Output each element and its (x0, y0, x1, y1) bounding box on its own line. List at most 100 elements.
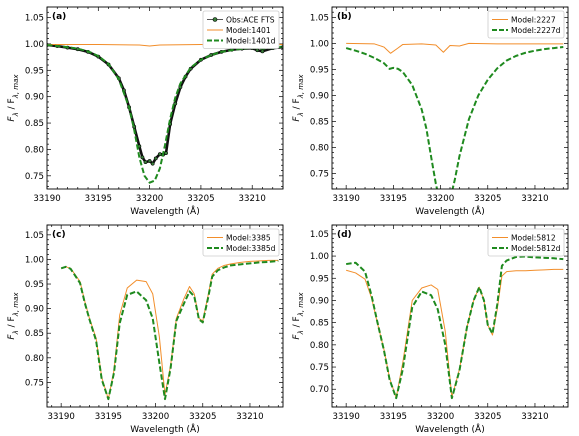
y-tick-label: 1.05 (25, 231, 44, 241)
x-tick-label: 33205 (474, 412, 501, 422)
x-tick-label: 33190 (332, 194, 359, 204)
panel-4: 33190 33195 33200 33205 33210 0.70 0.75 0.80 0.8… (292, 224, 569, 435)
legend: Model:3385 Model:3385d (202, 228, 280, 257)
x-tick-label: 33200 (142, 412, 169, 422)
x-tick-label: 33200 (427, 412, 454, 422)
x-tick-label: 33205 (474, 194, 501, 204)
x-tick-label: 33210 (236, 412, 263, 422)
legend-marker (212, 17, 218, 22)
legend-label: Obs:ACE FTS (226, 15, 275, 24)
x-tick-label: 33190 (332, 412, 359, 422)
panel-label: (a) (52, 12, 66, 22)
panel-label: (b) (337, 12, 352, 22)
x-tick-label: 33195 (380, 412, 407, 422)
x-tick-label: 33210 (521, 194, 548, 204)
y-tick-label: 0.90 (310, 296, 329, 306)
y-tick-label: 0.95 (25, 280, 44, 290)
y-tick-label: 1.05 (310, 230, 329, 240)
y-tick-label: 1.00 (25, 255, 44, 265)
y-tick-label: 0.95 (25, 66, 44, 76)
legend-box (487, 228, 565, 257)
obs-point (164, 151, 168, 156)
y-tick-label: 0.80 (25, 354, 44, 364)
y-tick-label: 1.00 (310, 252, 329, 262)
obs-point (157, 152, 162, 157)
obs-point (153, 156, 158, 161)
panel-2: 33190 33195 33200 33205 33210 0.75 0.80 0.85 0.9… (292, 6, 569, 217)
y-tick-label: 0.75 (25, 378, 44, 388)
legend: Model:2227 Model:2227d (487, 10, 565, 39)
y-axis-label: Fλ / Fλ, max (292, 292, 305, 340)
y-tick-label: 0.90 (25, 305, 44, 315)
y-tick-label: 0.70 (310, 385, 329, 395)
y-tick-label: 0.90 (310, 91, 329, 101)
plot-area (345, 42, 564, 189)
legend-label: Model:2227 (511, 15, 556, 24)
axes-frame (46, 6, 284, 190)
x-tick-label: 33195 (95, 412, 122, 422)
obs-point (260, 49, 265, 54)
y-tick-label: 0.80 (310, 341, 329, 351)
axes-frame (331, 6, 569, 190)
x-tick-label: 33190 (47, 412, 74, 422)
y-tick-label: 0.90 (25, 93, 44, 103)
panel-3: 33190 33195 33200 33205 33210 0.75 0.80 0.85 0.9… (7, 224, 284, 435)
y-tick-label: 0.75 (310, 363, 329, 373)
obs-point (147, 159, 152, 163)
series-model-2227 (346, 42, 564, 54)
axes-frame (331, 224, 569, 408)
legend-label: Model:1401 (226, 26, 271, 35)
y-tick-label: 1.05 (25, 14, 44, 24)
x-tick-label: 33210 (239, 194, 266, 204)
x-tick-label: 33210 (521, 412, 548, 422)
legend-box (202, 10, 280, 49)
y-tick-label: 0.95 (310, 65, 329, 75)
y-axis-label: Fλ / Fλ, max (7, 74, 20, 122)
y-tick-label: 0.85 (25, 329, 44, 339)
plot-area (60, 259, 279, 401)
x-axis-label: Wavelength (Å) (130, 205, 199, 217)
series-model-5812 (346, 268, 564, 399)
panel-label: (d) (337, 230, 352, 240)
y-tick-label: 0.95 (310, 274, 329, 284)
x-tick-label: 33205 (189, 412, 216, 422)
legend-label: Model:3385 (226, 233, 271, 242)
x-tick-label: 33190 (33, 194, 60, 204)
panel-1: 33190 33195 33200 33205 33210 0.75 0.80 0.85 0.9… (7, 6, 284, 217)
y-tick-label: 1.00 (25, 40, 44, 50)
axes-frame (46, 224, 284, 408)
plot-area (47, 43, 283, 184)
x-tick-label: 33195 (380, 194, 407, 204)
series-model-5812d (346, 255, 564, 400)
y-tick-label: 0.85 (310, 319, 329, 329)
y-tick-label: 0.85 (25, 119, 44, 129)
panel-label: (c) (52, 230, 66, 240)
plot-area (346, 255, 564, 400)
legend-label: Model:1401d (226, 36, 276, 45)
y-tick-label: 0.80 (310, 143, 329, 153)
y-tick-label: 1.00 (310, 39, 329, 49)
x-axis-label: Wavelength (Å) (415, 423, 484, 435)
y-tick-label: 0.80 (25, 145, 44, 155)
y-tick-label: 0.75 (310, 169, 329, 179)
legend-label: Model:5812d (511, 244, 561, 253)
x-tick-label: 33195 (85, 194, 112, 204)
y-axis-label: Fλ / Fλ, max (7, 292, 20, 340)
obs-point (150, 161, 155, 166)
x-axis-label: Wavelength (Å) (130, 423, 199, 435)
legend-label: Model:3385d (226, 244, 276, 253)
y-tick-label: 1.05 (310, 13, 329, 23)
obs-point (140, 155, 145, 160)
obs-point (143, 160, 148, 164)
y-axis-label: Fλ / Fλ, max (292, 74, 305, 122)
legend: Model:5812 Model:5812d (487, 228, 565, 257)
legend-box (487, 10, 565, 39)
series-model-3385d (60, 259, 279, 401)
x-tick-label: 33200 (427, 194, 454, 204)
series-model-2227d (345, 46, 564, 189)
y-tick-label: 0.75 (25, 172, 44, 182)
x-tick-label: 33205 (187, 194, 214, 204)
series-model-1401d (47, 43, 283, 184)
